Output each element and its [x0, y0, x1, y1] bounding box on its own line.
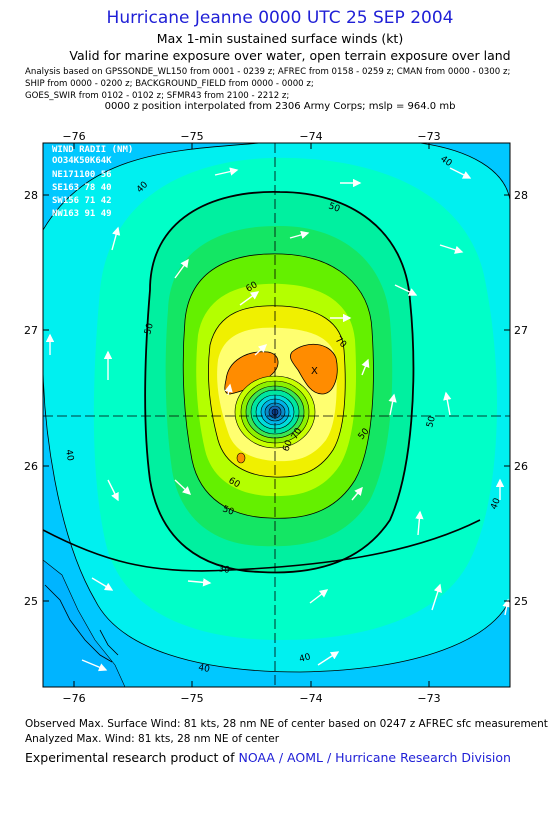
- wind-radii-header: OO34K50K64K: [52, 156, 112, 166]
- map-subtitle: Max 1-min sustained surface winds (kt): [156, 31, 404, 46]
- wind-vector-arrow: [502, 598, 510, 616]
- lat-tick-right-1: 28: [514, 189, 528, 202]
- lat-tick-right-2: 27: [514, 324, 528, 337]
- contour-label: 40: [63, 449, 75, 462]
- lon-tick-bottom-2: −75: [180, 692, 203, 705]
- lat-tick-right-3: 26: [514, 460, 528, 473]
- contour-label: 40: [489, 497, 502, 511]
- lat-tick-left-2: 27: [24, 324, 38, 337]
- lat-tick-right-4: 25: [514, 595, 528, 608]
- wind-vector-arrow: [187, 578, 212, 587]
- wind-vector-arrow: [431, 583, 442, 611]
- lon-tick-bottom-3: −74: [299, 692, 322, 705]
- wind-vector-arrow: [439, 244, 464, 254]
- wind-radii-row-ne: NE171100 56: [52, 170, 112, 180]
- contour-label: 40: [298, 652, 312, 665]
- wind-vector-arrow: [309, 589, 329, 604]
- contour-80-sw: [236, 452, 246, 464]
- contour-label: 30: [217, 564, 230, 576]
- wind-vector-arrow: [224, 383, 233, 396]
- plot-frame: [42, 142, 511, 688]
- lat-tick-left-1: 28: [24, 189, 38, 202]
- exposure-note: Valid for marine exposure over water, op…: [69, 48, 511, 63]
- position-note: 0000 z position interpolated from 2306 A…: [104, 101, 456, 112]
- wind-vector-arrow: [174, 479, 192, 495]
- credit-prefix: Experimental research product of: [25, 750, 235, 765]
- contour-label: 50: [425, 415, 438, 429]
- wind-vector-arrow: [289, 230, 310, 239]
- wind-vector-arrow: [449, 167, 472, 179]
- wind-vector-arrow: [239, 291, 260, 306]
- analysis-sources-line-2: SHIP from 0000 - 0200 z; BACKGROUND_FIEL…: [25, 79, 314, 89]
- wind-vector-arrow: [388, 393, 397, 416]
- island-outline-2: [99, 629, 119, 656]
- lon-tick-bottom-1: −76: [62, 692, 85, 705]
- credit-org-link[interactable]: NOAA / AOML / Hurricane Research Divisio…: [238, 750, 511, 765]
- lon-tick-top-1: −76: [62, 130, 85, 143]
- wind-vector-arrow: [351, 486, 363, 501]
- lat-tick-left-3: 26: [24, 460, 38, 473]
- wind-vector-arrow: [394, 284, 418, 296]
- wind-vector-arrow: [111, 226, 121, 251]
- wind-radii-row-nw: NW163 91 49: [52, 209, 112, 219]
- lat-tick-left-4: 25: [24, 595, 38, 608]
- observed-max-wind: Observed Max. Surface Wind: 81 kts, 28 n…: [25, 718, 548, 730]
- wind-vector-arrow: [174, 258, 189, 279]
- lon-tick-top-4: −73: [417, 130, 440, 143]
- island-outline: [44, 584, 113, 663]
- analysis-sources-line-3: GOES_SWIR from 0102 - 0102 z; SFMR43 fro…: [25, 91, 290, 101]
- wind-vector-arrow: [317, 651, 340, 666]
- lon-tick-top-3: −74: [299, 130, 322, 143]
- wind-vector-arrow: [214, 167, 239, 176]
- contour-80-east: [290, 344, 338, 395]
- wind-vector-arrow: [254, 344, 268, 356]
- lon-tick-bottom-4: −73: [417, 692, 440, 705]
- contour-label: 60: [281, 439, 294, 453]
- contour-label: 50: [327, 201, 341, 214]
- wind-vectors: [45, 167, 510, 672]
- wind-field: [43, 143, 510, 687]
- lower-left-region: [43, 559, 126, 687]
- wind-radii-legend: WIND RADII (NM) OO34K50K64K NE171100 56 …: [52, 145, 133, 219]
- wind-vector-arrow: [107, 479, 119, 502]
- contour-label: 50: [221, 504, 235, 517]
- wind-radii-row-sw: SW156 71 42: [52, 196, 112, 206]
- contour-label: 40: [197, 663, 210, 675]
- credit-line: Experimental research product of NOAA / …: [25, 750, 511, 765]
- wind-radii-title: WIND RADII (NM): [52, 145, 133, 155]
- analyzed-max-wind: Analyzed Max. Wind: 81 kts, 28 nm NE of …: [25, 733, 280, 745]
- contour-30: [43, 519, 481, 572]
- wind-vector-arrow: [443, 391, 452, 416]
- max-wind-marker: X: [311, 366, 318, 377]
- analysis-sources-line-1: Analysis based on GPSSONDE_WL150 from 00…: [25, 67, 511, 77]
- contour-label: 50: [143, 322, 156, 336]
- wind-vector-arrow: [415, 510, 424, 536]
- map-title: Hurricane Jeanne 0000 UTC 25 SEP 2004: [106, 8, 454, 28]
- lon-tick-top-2: −75: [180, 130, 203, 143]
- wind-vector-arrow: [361, 358, 370, 376]
- wind-vector-arrow: [91, 577, 114, 591]
- wind-radii-row-se: SE163 78 40: [52, 183, 112, 193]
- axis-ticks: [43, 143, 510, 687]
- wind-vector-arrow: [81, 659, 108, 672]
